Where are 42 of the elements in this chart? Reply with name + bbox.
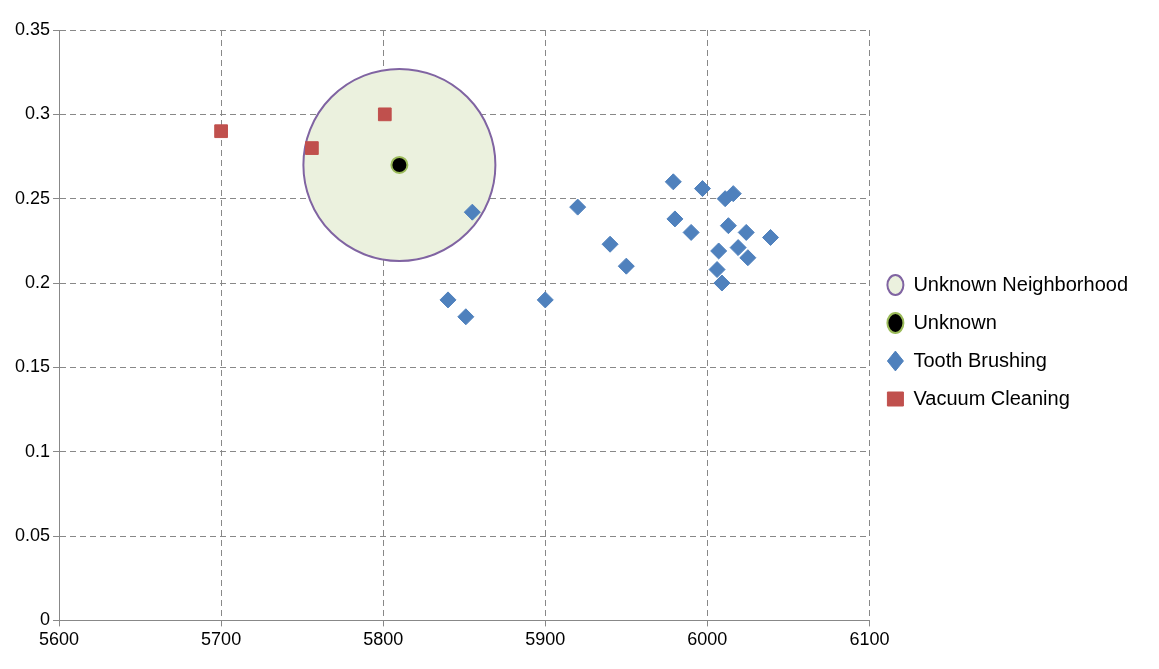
point: [601, 235, 619, 253]
y-tick-label: 0.35: [14, 18, 51, 39]
y-tick-label: 0.3: [25, 103, 51, 124]
point: [457, 308, 475, 326]
point: [463, 203, 481, 221]
point: [762, 228, 780, 246]
y-tick-label: 0.25: [14, 187, 51, 208]
point: [682, 223, 700, 241]
point: [377, 107, 392, 122]
x-tick-label: 5800: [363, 629, 404, 650]
y-tick-label: 0.1: [25, 440, 51, 461]
y-tick-label: 0.05: [14, 525, 51, 546]
x-tick-label: 5900: [525, 629, 566, 650]
point: [737, 223, 755, 241]
point: [729, 239, 747, 257]
point: [214, 124, 228, 139]
point: [713, 274, 731, 292]
legend-label: Tooth Brushing: [913, 348, 1047, 371]
point: [719, 217, 737, 235]
point: [739, 249, 757, 267]
x-tick-label: 5700: [201, 629, 242, 650]
point: [439, 291, 457, 309]
point: [708, 261, 726, 279]
point: [724, 185, 742, 203]
x-tick-label: 6100: [849, 629, 890, 650]
legend-label: Unknown Neighborhood: [913, 272, 1128, 295]
point: [390, 155, 409, 174]
y-tick-label: 0.15: [14, 356, 51, 377]
point: [536, 291, 554, 309]
x-tick-label: 6000: [687, 629, 728, 650]
x-tick-label: 5600: [39, 629, 80, 650]
point: [617, 257, 635, 275]
point: [664, 173, 682, 191]
legend-label: Vacuum Cleaning: [913, 386, 1070, 409]
point: [710, 242, 728, 260]
point: [693, 180, 711, 198]
point: [666, 210, 684, 228]
y-tick-label: 0: [40, 609, 51, 630]
point: [305, 141, 319, 155]
legend-label: Unknown: [913, 310, 997, 333]
point: [569, 198, 587, 216]
y-tick-label: 0.2: [25, 272, 51, 292]
